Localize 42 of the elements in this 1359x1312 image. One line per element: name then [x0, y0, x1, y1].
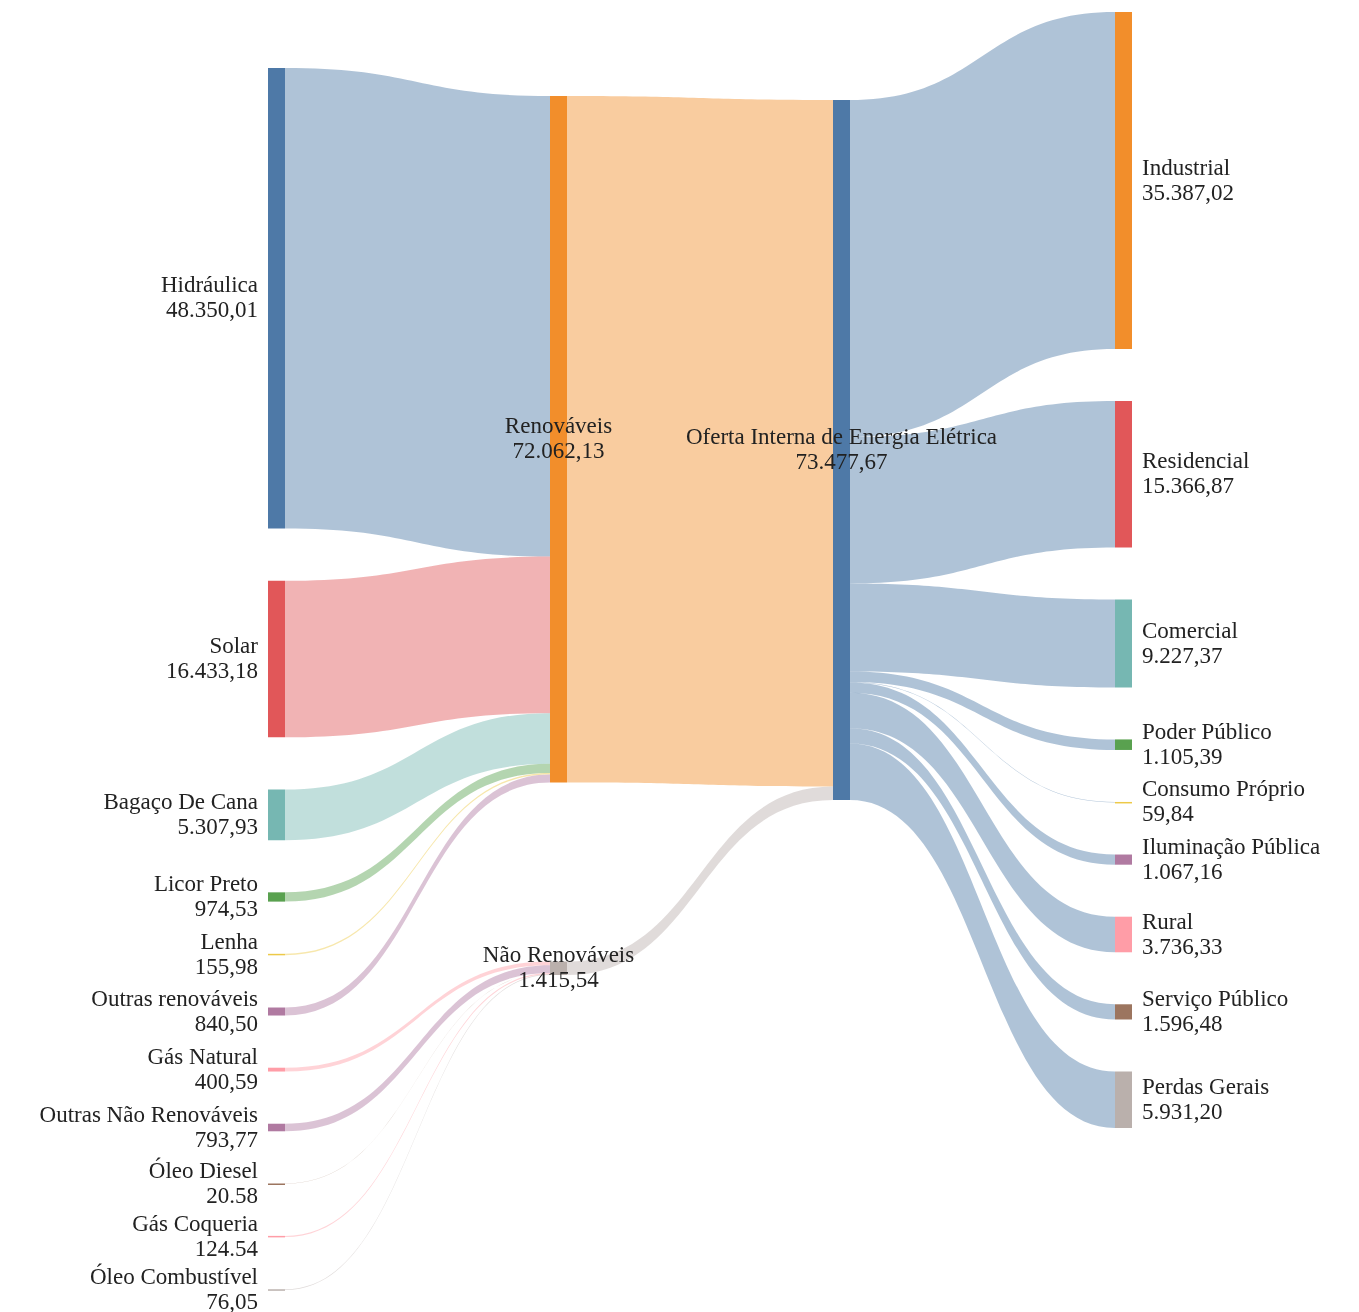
category-label: Industrial	[1142, 154, 1231, 180]
data-label: 20.58	[206, 1182, 258, 1208]
data-label: 974,53	[194, 896, 258, 922]
data-label: 1.067,16	[1142, 858, 1223, 884]
category-label: Lenha	[200, 928, 258, 954]
category-label: Licor Preto	[153, 871, 258, 897]
category-label: Gás Coqueria	[132, 1210, 258, 1236]
category-label: Perdas Gerais	[1142, 1073, 1270, 1099]
category-label: Poder Público	[1142, 718, 1272, 744]
data-label: 840,50	[194, 1010, 258, 1036]
category-label: Iluminação Pública	[1142, 833, 1321, 859]
data-label: 5.307,93	[177, 813, 258, 839]
data-label: 16.433,18	[166, 658, 258, 684]
category-label: Outras Não Renováveis	[39, 1101, 259, 1127]
data-label: 400,59	[194, 1068, 258, 1094]
category-label: Comercial	[1142, 617, 1238, 643]
category-label: Residencial	[1142, 448, 1250, 474]
data-label: 35.387,02	[1142, 179, 1234, 205]
category-label: Serviço Público	[1142, 985, 1289, 1011]
data-label: 793,77	[194, 1126, 258, 1152]
category-label: Consumo Próprio	[1142, 776, 1305, 802]
data-label: 1.415,54	[518, 967, 600, 993]
category-label: Hidráulica	[160, 272, 258, 298]
data-label: 5.931,20	[1142, 1098, 1223, 1124]
data-label: 48.350,01	[166, 297, 258, 323]
data-label: 1.105,39	[1142, 743, 1223, 769]
category-label: Óleo Combustível	[89, 1262, 258, 1289]
category-label: Gás Natural	[147, 1043, 258, 1069]
data-label: 76,05	[206, 1288, 258, 1312]
category-label: Óleo Diesel	[148, 1156, 258, 1183]
category-label: Solar	[209, 633, 259, 659]
data-label: 9.227,37	[1142, 642, 1223, 668]
data-label: 3.736,33	[1142, 933, 1223, 959]
data-label: 15.366,87	[1142, 473, 1234, 499]
category-label: Bagaço De Cana	[103, 788, 258, 814]
data-label: 155,98	[194, 953, 258, 979]
category-label: Outras renováveis	[91, 985, 259, 1011]
category-label: Não Renováveis	[482, 942, 635, 968]
data-label: 124.54	[194, 1235, 259, 1261]
data-label: 1.596,48	[1142, 1010, 1223, 1036]
category-label: Rural	[1142, 908, 1194, 934]
data-label: 59,84	[1142, 801, 1195, 827]
